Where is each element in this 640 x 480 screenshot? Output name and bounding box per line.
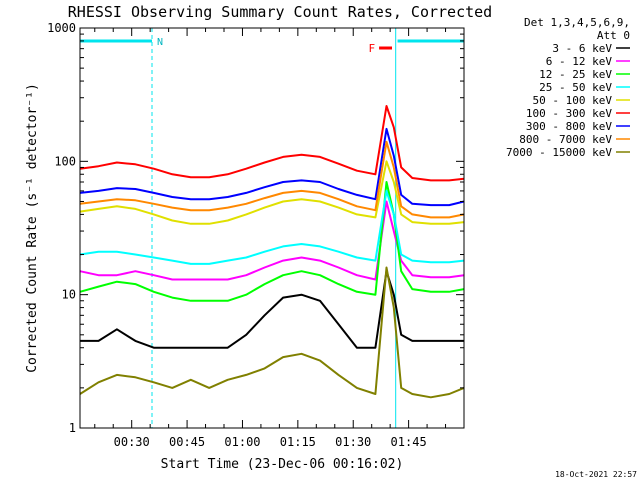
legend-label: 50 - 100 keV [533,94,613,107]
series-line-1 [80,270,464,349]
flare-label: F [368,42,375,55]
x-tick-label: 01:15 [280,435,316,449]
legend-header-line-2: Att 0 [597,29,630,42]
series-line-9 [79,266,465,399]
timestamp: 18-Oct-2021 22:57 [555,470,637,479]
series-line-2 [79,200,465,281]
legend-label: 12 - 25 keV [539,68,612,81]
series-line-6 [79,105,465,182]
x-tick-label: 01:45 [391,435,427,449]
chart-title: RHESSI Observing Summary Count Rates, Co… [68,3,492,21]
legend-header-line-1: Det 1,3,4,5,6,9, [524,16,630,29]
series-line-5 [79,160,465,225]
legend-label: 7000 - 15000 keV [506,146,612,159]
plot-frame [79,27,465,429]
legend-label: 3 - 6 keV [552,42,612,55]
legend-label: 300 - 800 keV [526,120,612,133]
y-axis-label: Corrected Count Rate (s⁻¹ detector⁻¹) [25,83,40,373]
y-tick-label: 1000 [47,21,76,35]
x-axis-label: Start Time (23-Dec-06 00:16:02) [161,457,404,472]
y-tick-label: 100 [54,154,76,168]
legend-label: 100 - 300 keV [526,107,612,120]
x-tick-label: 00:30 [114,435,150,449]
y-tick-label: 1 [69,421,76,435]
series-line-3 [79,181,465,302]
plot-area: N F 1 10 100 1000 00:30 00:45 01:00 01:15 01:30 01:… [47,21,465,449]
series-line-4 [79,189,465,265]
series-line-7 [79,127,465,207]
x-tick-label: 01:00 [224,435,260,449]
legend-label: 25 - 50 keV [539,81,612,94]
legend-label: 800 - 7000 keV [519,133,612,146]
x-tick-label: 01:30 [335,435,371,449]
night-label: N [157,37,163,48]
legend-label: 6 - 12 keV [546,55,613,68]
series-line-8 [79,140,465,219]
y-tick-label: 10 [62,288,76,302]
x-tick-label: 00:45 [169,435,205,449]
